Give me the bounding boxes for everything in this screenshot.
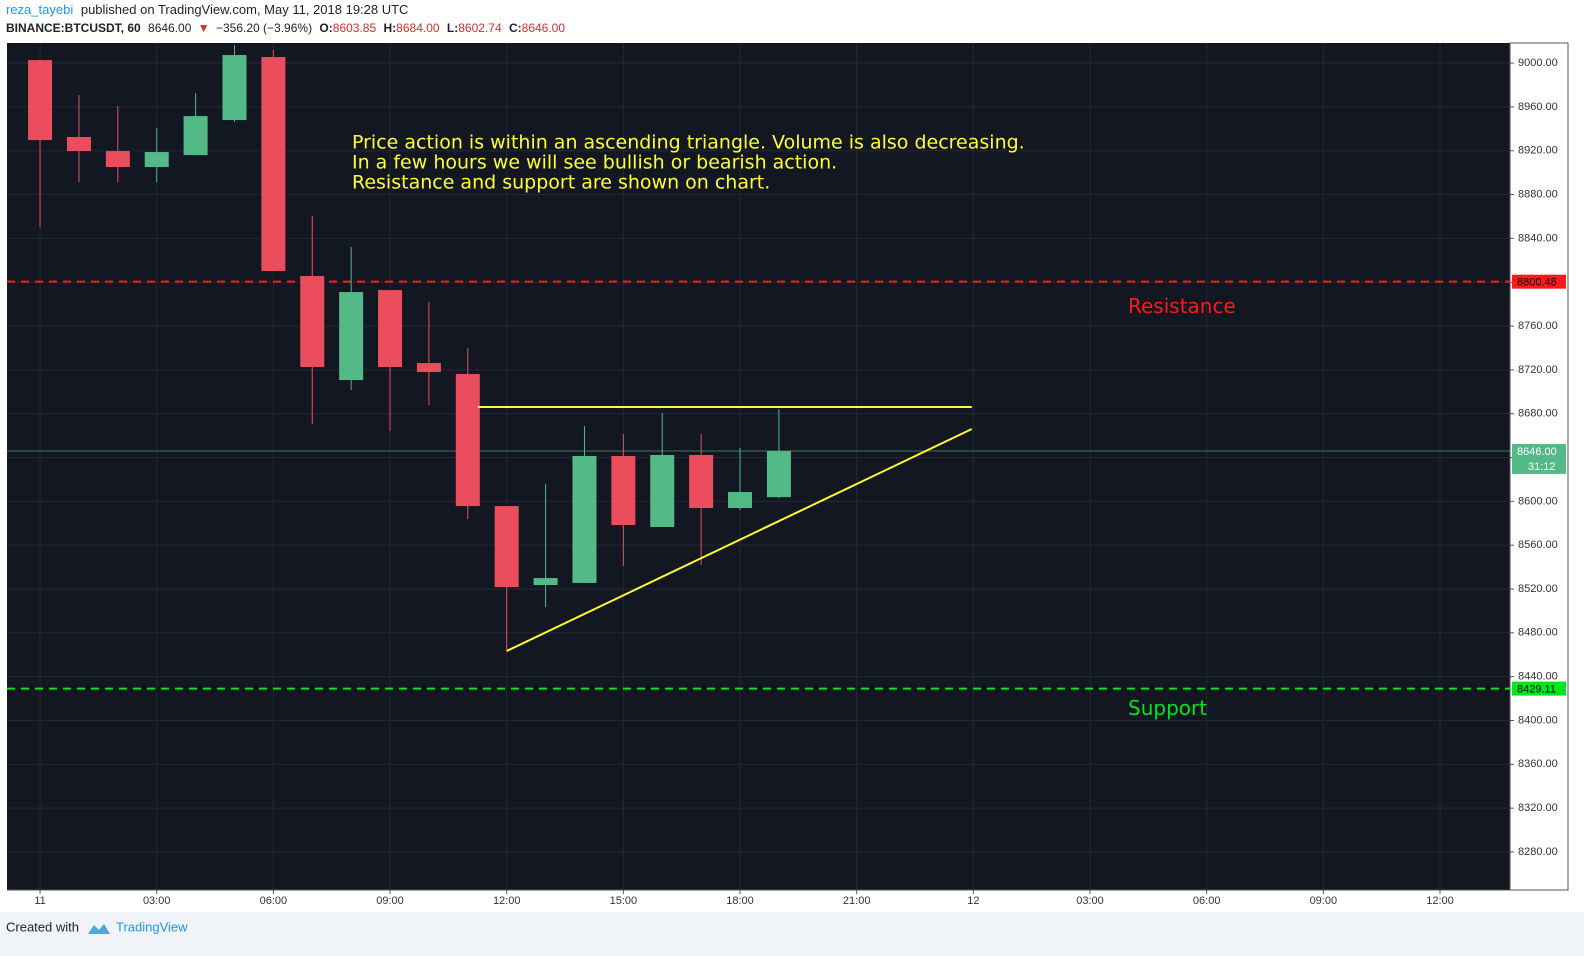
y-tick-label: 8360.00 bbox=[1518, 758, 1558, 770]
candle-body bbox=[378, 290, 403, 368]
y-tick-label: 8920.00 bbox=[1518, 145, 1558, 157]
candle-body bbox=[611, 455, 636, 526]
c: 8646.00 bbox=[522, 21, 566, 35]
x-tick-label: 06:00 bbox=[260, 895, 288, 907]
header-line: reza_tayebi published on TradingView.com… bbox=[6, 2, 408, 17]
plot-clip bbox=[7, 43, 1510, 890]
y-tick-label: 8560.00 bbox=[1518, 539, 1558, 551]
symbol: BINANCE:BTCUSDT, 60 bbox=[6, 21, 141, 35]
y-tick-label: 8680.00 bbox=[1518, 408, 1558, 420]
h: 8684.00 bbox=[396, 21, 440, 35]
level-tag bbox=[1512, 681, 1566, 696]
candle-body bbox=[494, 506, 519, 588]
candle-body bbox=[533, 578, 558, 586]
symbol-line: BINANCE:BTCUSDT, 60 8646.00 ▼ −356.20 (−… bbox=[6, 21, 565, 35]
change: −356.20 (−3.96%) bbox=[216, 21, 312, 35]
y-tick-label: 8960.00 bbox=[1518, 101, 1558, 113]
x-tick-label: 15:00 bbox=[610, 895, 638, 907]
candle-body bbox=[650, 454, 675, 527]
candle-body bbox=[222, 55, 247, 121]
level-name: Resistance bbox=[1128, 294, 1236, 318]
l-label: L: bbox=[447, 21, 458, 35]
y-tick-label: 8280.00 bbox=[1518, 846, 1558, 858]
annotation: Resistance and support are shown on char… bbox=[352, 172, 770, 194]
y-tick-label: 9000.00 bbox=[1518, 57, 1558, 69]
candle-body bbox=[261, 57, 286, 272]
candle-body bbox=[300, 276, 325, 368]
footer-created: Created with bbox=[6, 919, 79, 934]
annotation: Price action is within an ascending tria… bbox=[352, 132, 1025, 154]
candle-body bbox=[339, 292, 364, 381]
y-tick-label: 8760.00 bbox=[1518, 320, 1558, 332]
candle-body bbox=[66, 137, 91, 152]
o: 8603.85 bbox=[333, 21, 377, 35]
candle-body bbox=[144, 152, 169, 168]
current-label: 8646.00 bbox=[1517, 446, 1557, 458]
x-tick-label: 12 bbox=[967, 895, 979, 907]
level-name: Support bbox=[1128, 696, 1207, 720]
plot-area bbox=[7, 43, 1510, 890]
candle-body bbox=[105, 151, 130, 168]
h-label: H: bbox=[384, 21, 397, 35]
y-tick-label: 8600.00 bbox=[1518, 495, 1558, 507]
y-tick-label: 8520.00 bbox=[1518, 583, 1558, 595]
candle-body bbox=[766, 450, 791, 498]
last: 8646.00 bbox=[148, 21, 192, 35]
annotation: In a few hours we will see bullish or be… bbox=[352, 152, 837, 174]
o-label: O: bbox=[319, 21, 332, 35]
x-tick-label: 09:00 bbox=[1310, 895, 1338, 907]
candle-body bbox=[183, 116, 208, 156]
x-tick-label: 12:00 bbox=[493, 895, 521, 907]
author[interactable]: reza_tayebi bbox=[6, 2, 73, 17]
footer-brand[interactable]: TradingView bbox=[116, 919, 188, 934]
c-label: C: bbox=[509, 21, 522, 35]
level-tag-label: 8800.48 bbox=[1517, 277, 1557, 289]
candle-body bbox=[28, 60, 53, 141]
level-tag-label: 8429.11 bbox=[1517, 683, 1556, 695]
y-tick-label: 8720.00 bbox=[1518, 364, 1558, 376]
y-tick-label: 8480.00 bbox=[1518, 627, 1558, 639]
x-tick-label: 03:00 bbox=[143, 895, 171, 907]
footer-logo bbox=[88, 924, 110, 934]
y-tick-label: 8400.00 bbox=[1518, 714, 1558, 726]
candle-body bbox=[728, 492, 753, 509]
level-tag bbox=[1512, 274, 1566, 289]
x-tick-label: 06:00 bbox=[1193, 895, 1221, 907]
countdown: 31:12 bbox=[1528, 461, 1556, 473]
candle-body bbox=[416, 363, 441, 373]
plot: 8280.00 8320.00 8360.00 8400.00 8440.00 8480.… bbox=[7, 42, 1569, 907]
x-tick-label: 12:00 bbox=[1426, 895, 1454, 907]
y-tick-label: 8320.00 bbox=[1518, 802, 1558, 814]
y-tick-label: 8880.00 bbox=[1518, 188, 1558, 200]
footer-bg bbox=[0, 912, 1584, 956]
x-tick-label: 11 bbox=[34, 895, 45, 907]
y-tick-label: 8440.00 bbox=[1518, 671, 1558, 683]
l: 8602.74 bbox=[458, 21, 502, 35]
trendline bbox=[506, 428, 973, 652]
x-tick-label: 03:00 bbox=[1076, 895, 1104, 907]
y-tick-label: 8840.00 bbox=[1518, 232, 1558, 244]
candle-body bbox=[689, 454, 714, 509]
current-tag bbox=[1512, 443, 1566, 474]
x-tick-label: 21:00 bbox=[843, 895, 871, 907]
x-tick-label: 18:00 bbox=[726, 895, 754, 907]
candle-body bbox=[572, 455, 597, 583]
x-tick-label: 09:00 bbox=[376, 895, 404, 907]
candle-body bbox=[455, 374, 480, 507]
published: published on TradingView.com, May 11, 20… bbox=[81, 2, 409, 17]
arrow: ▼ bbox=[198, 21, 210, 35]
